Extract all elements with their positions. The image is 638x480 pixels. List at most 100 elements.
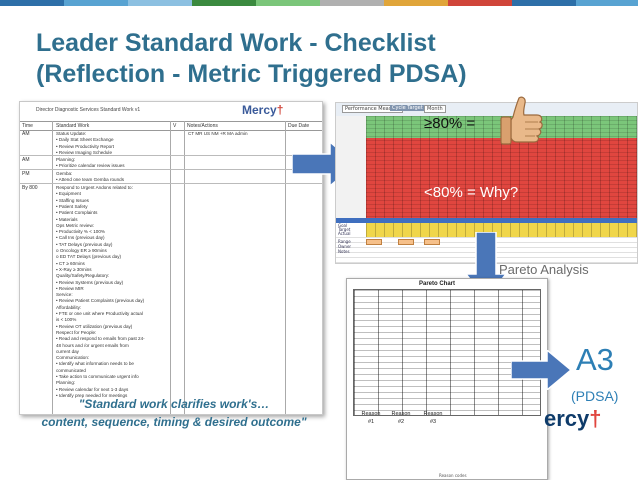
col-due-date: Due Date xyxy=(288,123,310,129)
topbar-segment xyxy=(576,0,638,6)
checklist-item: • Prioritize calendar review issues xyxy=(56,163,125,169)
checklist-item: ▪ CT ≥ 60mins xyxy=(56,260,85,266)
checklist-doc-title: Director Diagnostic Services Standard Wo… xyxy=(36,107,141,113)
col-standard-work: Standard Work xyxy=(56,123,90,129)
checklist-item: 48 hours and /or urgent emails from xyxy=(56,342,129,348)
checklist-logo-text: Mercy xyxy=(242,103,277,117)
mercy-cross-icon: † xyxy=(589,406,602,431)
standard-work-checklist: Director Diagnostic Services Standard Wo… xyxy=(19,101,323,415)
title-line-2: (Reflection - Metric Triggered PDSA) xyxy=(36,60,467,88)
reason-line: Reason xyxy=(361,411,381,417)
divider xyxy=(170,121,171,414)
col-time: Time xyxy=(22,123,33,129)
tracker-label: Month xyxy=(424,105,446,113)
checklist-item: ▪ X-Ray ≥ 30mins xyxy=(56,266,92,272)
reason-number: #1 xyxy=(367,419,375,425)
mercy-cross-icon: † xyxy=(276,103,284,117)
checklist-logo: Mercy† xyxy=(242,103,283,117)
checklist-item: • Read and respond to emails from past 2… xyxy=(56,336,145,342)
checklist-item: • Review Imaging Schedule xyxy=(56,149,112,155)
checklist-item: • Attend one team Gemba rounds xyxy=(56,177,125,183)
reason-label: Reason #3 xyxy=(421,410,445,426)
tracker-yellow-row xyxy=(366,223,637,237)
pareto-grid xyxy=(353,289,541,416)
checklist-item: • Review Productivity Report xyxy=(56,143,115,149)
checklist-item: • Patient Complaints xyxy=(56,210,98,216)
topbar-segment xyxy=(448,0,512,6)
checklist-item: o Oncology ER ≥ 90mins xyxy=(56,248,107,253)
row-time: AM xyxy=(22,131,30,137)
row-time: AM xyxy=(22,157,30,163)
checklist-item: Affordability: xyxy=(56,304,82,310)
checklist-item: Respect for People: xyxy=(56,329,97,335)
topbar-segment xyxy=(384,0,448,6)
checklist-column-headers: Time Standard Work V Notes/Actions Due D… xyxy=(20,121,322,131)
green-threshold-label: ≥80% = xyxy=(424,115,476,132)
checklist-item: • Review calendar for next 1-3 days xyxy=(56,386,129,392)
topbar-segment xyxy=(320,0,384,6)
topbar-segment xyxy=(0,0,64,6)
topbar-segment xyxy=(192,0,256,6)
reason-line: Reason xyxy=(423,411,443,417)
tracker-label: Cycle Target xyxy=(390,105,425,111)
tracker-cell xyxy=(424,239,440,245)
tracker-cell xyxy=(366,239,382,245)
col-v: V xyxy=(173,123,177,129)
standard-work-quote: "Standard work clarifies work's… content… xyxy=(0,395,348,431)
tracker-blue-row xyxy=(336,218,637,223)
row-label: Actual xyxy=(338,231,351,236)
checklist-item: • Materials xyxy=(56,216,78,222)
checklist-item: is < 100% xyxy=(56,317,77,323)
checklist-item: communicated xyxy=(56,367,86,373)
checklist-item: Ops Metric review: xyxy=(56,222,95,228)
checklist-item: • Daily Stat Sheet Exchange xyxy=(56,137,114,143)
pareto-title: Pareto Chart xyxy=(419,281,456,287)
col-notes: Notes/Actions xyxy=(187,123,218,129)
row-label: Owner xyxy=(338,244,352,249)
checklist-item: Planning: xyxy=(56,380,76,386)
reason-line: Reason xyxy=(391,411,411,417)
checklist-item: • Productivity % < 100% xyxy=(56,229,105,235)
red-threshold-label: <80% = Why? xyxy=(424,184,519,201)
divider xyxy=(52,121,53,414)
divider xyxy=(20,169,322,170)
a3-label: A3 xyxy=(576,342,614,377)
checklist-item: • FTE or one unit where Productivity act… xyxy=(56,311,143,316)
day-codes: CT MR US NM +R MA admin xyxy=(188,131,248,136)
right-arrow-icon xyxy=(511,350,573,390)
checklist-item: • Identify prep needed for meetings xyxy=(56,392,128,398)
title-line-1: Leader Standard Work - Checklist xyxy=(36,29,436,57)
mercy-logo: ercy† xyxy=(544,406,602,432)
reason-label: Reason #1 xyxy=(359,410,383,426)
reason-number: #2 xyxy=(397,419,405,425)
checklist-item: • Equipment xyxy=(56,191,81,197)
checklist-item: • Review Systems (previous day) xyxy=(56,279,124,285)
pareto-chart-form: Pareto Chart Reason #1 Reason #2 Reason … xyxy=(346,278,548,480)
topbar-segment xyxy=(512,0,576,6)
checklist-header: Director Diagnostic Services Standard Wo… xyxy=(20,102,322,120)
checklist-item: Respond to Urgent Andons related to: xyxy=(56,185,133,190)
tracker-left-column xyxy=(336,116,366,220)
row-time: PM xyxy=(22,171,30,177)
quote-line-2: content, sequence, timing & desired outc… xyxy=(41,415,307,429)
slide-title: Leader Standard Work - Checklist (Reflec… xyxy=(36,28,467,90)
divider xyxy=(20,183,322,184)
row-label: Goal xyxy=(338,223,348,228)
checklist-item: Communication: xyxy=(56,355,90,361)
tracker-header: Performance Measure Cycle Target Month xyxy=(336,103,637,116)
row-time: By 800 xyxy=(22,185,38,191)
reason-number: #3 xyxy=(429,419,437,425)
top-color-bar xyxy=(0,0,638,6)
topbar-segment xyxy=(64,0,128,6)
topbar-segment xyxy=(256,0,320,6)
checklist-item: • Review OT utilization (previous day) xyxy=(56,323,133,329)
checklist-item: o ED TAT Delays (previous day) xyxy=(56,254,122,260)
checklist-item: • Call Ins (previous day) xyxy=(56,235,105,241)
mercy-logo-text: ercy xyxy=(544,406,590,431)
quote-line-1: "Standard work clarifies work's… xyxy=(78,397,270,411)
checklist-item: Planning: xyxy=(56,157,76,162)
divider xyxy=(20,155,322,156)
checklist-item: Service: xyxy=(56,292,73,298)
pareto-footer: Reason codes xyxy=(439,473,467,478)
checklist-item: • TAT Delays (previous day) xyxy=(56,241,113,247)
